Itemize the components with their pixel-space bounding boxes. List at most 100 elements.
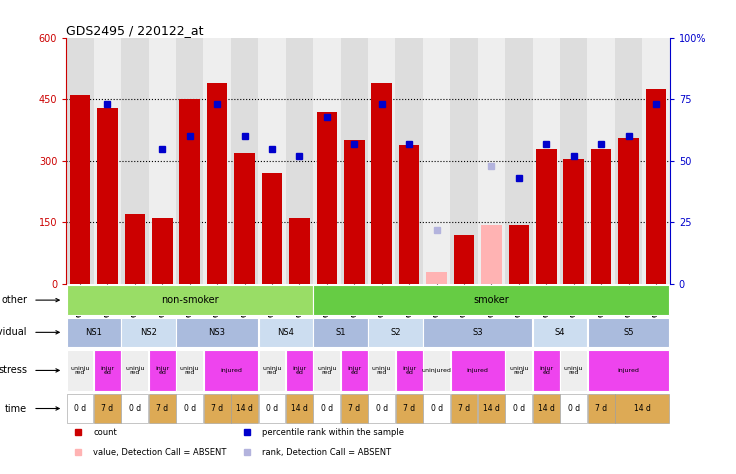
Bar: [66, 285, 313, 315]
Bar: [314, 350, 340, 391]
Bar: [618, 138, 639, 284]
Text: 14 d: 14 d: [236, 404, 253, 413]
Bar: [176, 350, 203, 391]
Text: count: count: [93, 428, 117, 437]
Bar: [258, 394, 286, 423]
Text: other: other: [1, 295, 27, 305]
Text: S1: S1: [336, 328, 346, 337]
Text: 0 d: 0 d: [375, 404, 388, 413]
Text: 14 d: 14 d: [634, 404, 651, 413]
Bar: [176, 38, 203, 284]
Text: injured: injured: [618, 368, 640, 373]
Text: injur
ed: injur ed: [402, 365, 417, 375]
Text: S4: S4: [555, 328, 565, 337]
Bar: [643, 38, 670, 284]
Text: smoker: smoker: [473, 295, 509, 305]
Bar: [423, 318, 532, 347]
Bar: [506, 350, 532, 391]
Text: S5: S5: [623, 328, 634, 337]
Bar: [423, 350, 450, 391]
Bar: [286, 394, 313, 423]
Text: value, Detection Call = ABSENT: value, Detection Call = ABSENT: [93, 447, 227, 456]
Text: NS3: NS3: [208, 328, 226, 337]
Bar: [615, 38, 643, 284]
Bar: [564, 159, 584, 284]
Text: 14 d: 14 d: [483, 404, 500, 413]
Bar: [149, 350, 176, 391]
Bar: [450, 394, 478, 423]
Bar: [505, 38, 533, 284]
Bar: [203, 38, 231, 284]
Text: NS1: NS1: [85, 328, 102, 337]
Bar: [423, 38, 450, 284]
Text: S3: S3: [473, 328, 483, 337]
Text: injured: injured: [467, 368, 489, 373]
Bar: [258, 38, 286, 284]
Text: 7 d: 7 d: [403, 404, 415, 413]
Bar: [124, 214, 145, 284]
Text: uninju
red: uninju red: [125, 365, 144, 375]
Bar: [533, 38, 560, 284]
Text: injur
ed: injur ed: [539, 365, 553, 375]
Bar: [587, 38, 615, 284]
Text: non-smoker: non-smoker: [161, 295, 219, 305]
Text: uninju
red: uninju red: [180, 365, 199, 375]
Text: 0 d: 0 d: [567, 404, 580, 413]
Bar: [533, 350, 560, 391]
Bar: [93, 38, 121, 284]
Text: injur
ed: injur ed: [100, 365, 115, 375]
Bar: [372, 83, 392, 284]
Text: 7 d: 7 d: [211, 404, 223, 413]
Bar: [149, 394, 176, 423]
Bar: [481, 225, 502, 284]
Text: uninju
red: uninju red: [70, 365, 90, 375]
Bar: [97, 108, 118, 284]
Text: uninju
red: uninju red: [564, 365, 584, 375]
Bar: [341, 350, 368, 391]
Bar: [344, 140, 364, 284]
Bar: [121, 350, 148, 391]
Text: uninju
red: uninju red: [262, 365, 282, 375]
Text: 7 d: 7 d: [458, 404, 470, 413]
Bar: [560, 38, 587, 284]
Bar: [121, 38, 149, 284]
Bar: [423, 394, 450, 423]
Text: NS2: NS2: [140, 328, 157, 337]
Bar: [560, 394, 587, 423]
Bar: [645, 89, 666, 284]
Bar: [152, 219, 172, 284]
Bar: [286, 350, 313, 391]
Bar: [121, 394, 148, 423]
Bar: [588, 350, 670, 391]
Bar: [258, 318, 313, 347]
Bar: [533, 394, 560, 423]
Text: 7 d: 7 d: [348, 404, 361, 413]
Bar: [396, 394, 422, 423]
Text: 0 d: 0 d: [129, 404, 141, 413]
Bar: [588, 318, 670, 347]
Bar: [176, 394, 203, 423]
Bar: [207, 83, 227, 284]
Bar: [478, 394, 505, 423]
Text: injur
ed: injur ed: [155, 365, 169, 375]
Bar: [506, 394, 532, 423]
Text: uninju
red: uninju red: [509, 365, 528, 375]
Bar: [341, 394, 368, 423]
Text: stress: stress: [0, 365, 27, 375]
Bar: [66, 394, 93, 423]
Bar: [258, 350, 286, 391]
Bar: [262, 173, 283, 284]
Bar: [94, 350, 121, 391]
Bar: [204, 350, 258, 391]
Text: 0 d: 0 d: [321, 404, 333, 413]
Text: 7 d: 7 d: [595, 404, 607, 413]
Text: individual: individual: [0, 328, 27, 337]
Text: 0 d: 0 d: [431, 404, 442, 413]
Bar: [316, 112, 337, 284]
Text: 0 d: 0 d: [183, 404, 196, 413]
Bar: [66, 350, 93, 391]
Bar: [314, 285, 670, 315]
Text: time: time: [5, 403, 27, 413]
Text: 7 d: 7 d: [102, 404, 113, 413]
Text: uninju
red: uninju red: [372, 365, 392, 375]
